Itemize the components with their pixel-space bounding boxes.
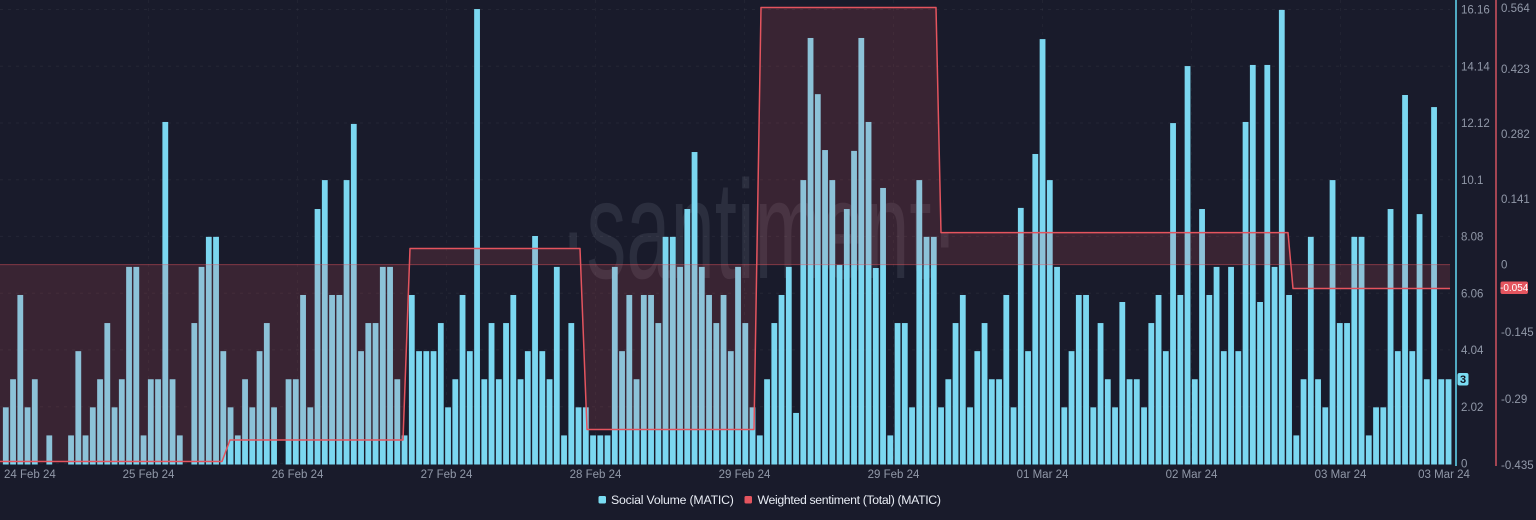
svg-text:02 Mar 24: 02 Mar 24 [1166, 469, 1218, 481]
svg-text:-0.145: -0.145 [1501, 327, 1534, 339]
svg-text:0.141: 0.141 [1501, 194, 1530, 206]
svg-text:03 Mar 24: 03 Mar 24 [1315, 469, 1367, 481]
svg-text:-0.054: -0.054 [1500, 283, 1529, 294]
svg-text:12.12: 12.12 [1461, 118, 1490, 130]
svg-text:8.08: 8.08 [1461, 232, 1483, 244]
svg-text:6.06: 6.06 [1461, 288, 1483, 300]
svg-text:29 Feb 24: 29 Feb 24 [719, 469, 771, 481]
svg-text:0.423: 0.423 [1501, 64, 1530, 76]
svg-text:01 Mar 24: 01 Mar 24 [1017, 469, 1069, 481]
svg-text:24 Feb 24: 24 Feb 24 [4, 469, 56, 481]
svg-text:10.1: 10.1 [1461, 175, 1483, 187]
svg-text:Social Volume (MATIC): Social Volume (MATIC) [611, 493, 734, 507]
svg-text:3: 3 [1460, 374, 1466, 386]
svg-text:-0.29: -0.29 [1501, 394, 1527, 406]
svg-text:0.282: 0.282 [1501, 129, 1530, 141]
svg-text:14.14: 14.14 [1461, 61, 1490, 73]
svg-text:29 Feb 24: 29 Feb 24 [868, 469, 920, 481]
svg-text:25 Feb 24: 25 Feb 24 [123, 469, 175, 481]
svg-text:0.564: 0.564 [1501, 3, 1530, 15]
svg-text:0: 0 [1501, 260, 1507, 272]
svg-text:4.04: 4.04 [1461, 345, 1484, 357]
svg-text:27 Feb 24: 27 Feb 24 [421, 469, 473, 481]
svg-text:28 Feb 24: 28 Feb 24 [570, 469, 622, 481]
svg-text:Weighted sentiment (Total) (MA: Weighted sentiment (Total) (MATIC) [758, 493, 941, 507]
svg-text:-0.435: -0.435 [1501, 460, 1534, 472]
svg-text:03 Mar 24: 03 Mar 24 [1418, 469, 1470, 481]
svg-text:16.16: 16.16 [1461, 5, 1490, 17]
svg-text:26 Feb 24: 26 Feb 24 [272, 469, 324, 481]
svg-text:2.02: 2.02 [1461, 402, 1483, 414]
svg-text:·santiment·: ·santiment· [560, 151, 958, 308]
svg-text:0: 0 [1461, 459, 1467, 471]
